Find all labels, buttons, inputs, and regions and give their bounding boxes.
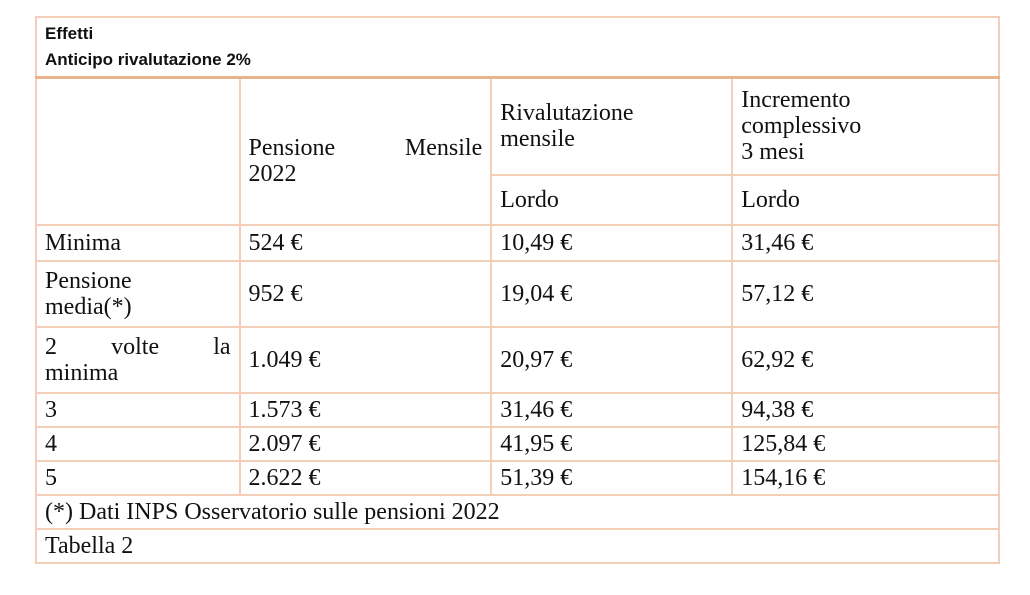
cell-pensione: 524 € [238, 224, 493, 262]
header-pensione-mensile: Pensione Mensile 2022 [238, 76, 493, 226]
header-rival-line1: Rivalutazione [500, 100, 634, 127]
header-pensione-word: Pensione [248, 135, 336, 162]
cell-pensione: 1.049 € [238, 326, 493, 394]
cell-incremento: 31,46 € [731, 224, 1000, 262]
header-row: Pensione Mensile 2022 Rivalutazione mens… [35, 76, 1000, 226]
cell-incremento: 62,92 € [731, 326, 1000, 394]
row-label: 3 [35, 392, 241, 428]
cell-pensione: 952 € [238, 260, 493, 328]
table-row: Minima 524 € 10,49 € 31,46 € [35, 224, 1000, 262]
row-label-text: Minima [45, 230, 121, 256]
subheader-lordo-rival: Lordo [490, 174, 734, 226]
row-label: Pensione media(*) [35, 260, 241, 328]
table-title: Effetti Anticipo rivalutazione 2% [35, 16, 1000, 79]
table-title-row: Effetti Anticipo rivalutazione 2% [35, 16, 1000, 79]
row-label: 2 volte la minima [35, 326, 241, 394]
row-label: 5 [35, 460, 241, 496]
cell-rivalutazione: 51,39 € [490, 460, 734, 496]
subheader-row: Lordo Lordo [36, 174, 1000, 226]
table-row: 2 volte la minima 1.049 € 20,97 € 62,92 … [35, 326, 1000, 394]
row-label-line1: Pensione [45, 268, 132, 294]
header-incr-line2: complessivo [741, 113, 862, 140]
cell-incremento: 154,16 € [731, 460, 1000, 496]
title-line-effetti: Effetti [45, 23, 94, 43]
table-caption: Tabella 2 [35, 528, 1000, 564]
header-empty-cell [35, 76, 241, 226]
cell-rivalutazione: 31,46 € [490, 392, 734, 428]
row-label: Minima [35, 224, 241, 262]
header-year: 2022 [248, 161, 297, 188]
subheader-lordo-incr: Lordo [731, 174, 1000, 226]
pension-table: Effetti Anticipo rivalutazione 2% Pensio… [35, 16, 1000, 564]
row-label-line2: minima [45, 360, 119, 386]
row-label-line2: media(*) [45, 294, 132, 320]
footnote: (*) Dati INPS Osservatorio sulle pension… [35, 494, 1000, 530]
title-line-anticipo: Anticipo rivalutazione 2% [45, 49, 251, 69]
cell-rivalutazione: 41,95 € [490, 426, 734, 462]
cell-pensione: 2.622 € [238, 460, 493, 496]
cell-rivalutazione: 10,49 € [490, 224, 734, 262]
row-label: 4 [35, 426, 241, 462]
cell-rivalutazione: 19,04 € [490, 260, 734, 328]
cell-incremento: 57,12 € [731, 260, 1000, 328]
table-row: Pensione media(*) 952 € 19,04 € 57,12 € [35, 260, 1000, 328]
header-mensile-word: Mensile [404, 135, 483, 162]
header-rivalutazione: Rivalutazione mensile [490, 76, 734, 176]
cell-pensione: 1.573 € [238, 392, 493, 428]
header-incr-line3: 3 mesi [741, 139, 805, 166]
caption-row: Tabella 2 [35, 528, 1000, 564]
header-incr-line1: Incremento [741, 87, 851, 114]
header-incremento: Incremento complessivo 3 mesi [731, 76, 1000, 176]
footnote-row: (*) Dati INPS Osservatorio sulle pension… [35, 494, 1000, 530]
cell-incremento: 94,38 € [731, 392, 1000, 428]
table-row: 5 2.622 € 51,39 € 154,16 € [35, 460, 1000, 496]
cell-pensione: 2.097 € [238, 426, 493, 462]
table-row: 3 1.573 € 31,46 € 94,38 € [35, 392, 1000, 428]
header-rival-line2: mensile [500, 126, 575, 153]
cell-incremento: 125,84 € [731, 426, 1000, 462]
table-row: 4 2.097 € 41,95 € 125,84 € [35, 426, 1000, 462]
row-label-line1: 2 volte la [45, 334, 231, 360]
cell-rivalutazione: 20,97 € [490, 326, 734, 394]
